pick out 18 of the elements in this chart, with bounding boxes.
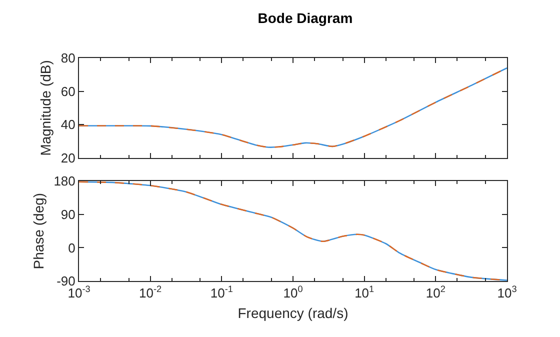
y-tick-label: 80 — [60, 50, 76, 66]
x-tick-label: 10$^{2}$ — [426, 284, 446, 301]
y-axis-title: Phase (deg) — [30, 192, 46, 270]
x-tick-label: 10$^{-2}$ — [139, 284, 162, 301]
x-tick-label: 10$^{3}$ — [497, 284, 517, 301]
x-tick-label: 10$^{1}$ — [354, 284, 374, 301]
y-axis-title: Magnitude (dB) — [38, 60, 54, 156]
y-tick-label: 20 — [60, 150, 76, 166]
y-tick-label: 0 — [68, 240, 76, 256]
x-axis-title: Frequency (rad/s) — [238, 304, 348, 321]
y-tick-label: 40 — [60, 117, 76, 132]
y-tick-label: 180 — [54, 174, 76, 189]
x-tick-label: 10$^{0}$ — [283, 284, 303, 301]
chart-title: Bode Diagram — [258, 10, 353, 26]
y-tick-label: 90 — [60, 206, 76, 222]
y-tick-label: -90 — [56, 274, 76, 289]
y-tick-label: 60 — [60, 84, 76, 99]
x-tick-label: 10$^{-1}$ — [210, 284, 233, 301]
